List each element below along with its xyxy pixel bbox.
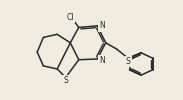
Text: N: N — [100, 21, 105, 30]
Text: S: S — [126, 57, 130, 66]
Text: Cl: Cl — [67, 13, 74, 22]
Text: S: S — [63, 76, 68, 85]
Text: N: N — [100, 56, 105, 65]
